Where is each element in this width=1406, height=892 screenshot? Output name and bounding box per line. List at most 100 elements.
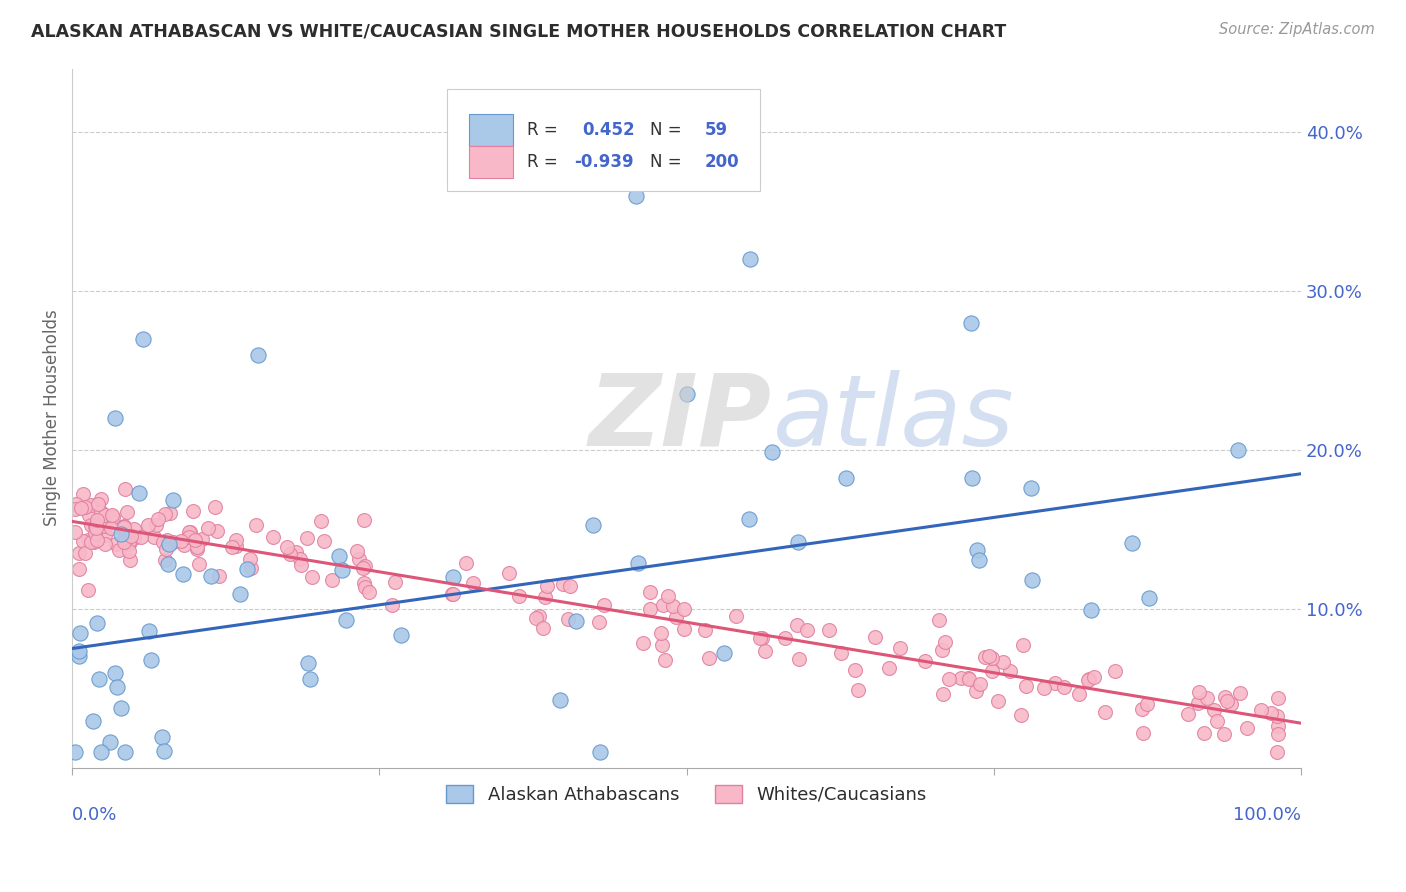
Point: [987, 694, 1010, 708]
Point: [914, 655, 936, 669]
Point: [153, 508, 176, 522]
Point: [830, 646, 852, 660]
Point: [86, 533, 108, 547]
Point: [65, 498, 87, 512]
Point: [177, 524, 200, 539]
Point: [751, 631, 773, 645]
Point: [1229, 686, 1251, 700]
Point: [347, 552, 370, 566]
Point: [170, 534, 193, 549]
Point: [311, 514, 333, 528]
Point: [63, 502, 86, 516]
Point: [1137, 591, 1160, 606]
Point: [67, 644, 90, 658]
Point: [321, 573, 343, 587]
Point: [157, 537, 180, 551]
Point: [276, 540, 298, 554]
Point: [981, 650, 1004, 665]
FancyBboxPatch shape: [470, 113, 513, 145]
Point: [67, 649, 90, 664]
Point: [1021, 573, 1043, 587]
Point: [846, 682, 869, 697]
Point: [1032, 681, 1054, 695]
Point: [94, 537, 117, 551]
Point: [553, 577, 575, 591]
Point: [627, 556, 650, 570]
Text: -0.939: -0.939: [574, 153, 633, 171]
Point: [122, 531, 145, 545]
Point: [105, 680, 128, 694]
Point: [1212, 727, 1234, 741]
Point: [247, 347, 270, 361]
Legend: Alaskan Athabascans, Whites/Caucasians: Alaskan Athabascans, Whites/Caucasians: [439, 777, 935, 811]
Point: [162, 493, 184, 508]
Point: [1043, 676, 1066, 690]
Point: [150, 730, 173, 744]
Point: [965, 684, 987, 698]
Point: [957, 673, 980, 687]
Point: [104, 411, 127, 425]
Y-axis label: Single Mother Households: Single Mother Households: [44, 310, 60, 526]
Point: [650, 626, 672, 640]
Point: [236, 562, 259, 576]
Point: [111, 520, 134, 534]
Point: [928, 613, 950, 627]
Point: [76, 582, 98, 597]
Point: [592, 598, 614, 612]
Point: [72, 487, 94, 501]
Point: [1130, 701, 1153, 715]
Point: [73, 546, 96, 560]
Point: [93, 518, 115, 533]
Point: [200, 569, 222, 583]
Text: 100.0%: 100.0%: [1233, 806, 1301, 824]
Point: [77, 533, 100, 547]
Text: N =: N =: [650, 153, 682, 171]
FancyBboxPatch shape: [470, 146, 513, 178]
Point: [141, 653, 163, 667]
Point: [132, 332, 155, 346]
Point: [346, 544, 368, 558]
Point: [1205, 714, 1227, 728]
Point: [1220, 697, 1243, 711]
Text: 59: 59: [706, 120, 728, 138]
Point: [1132, 726, 1154, 740]
Text: 0.452: 0.452: [582, 120, 636, 138]
Text: Source: ZipAtlas.com: Source: ZipAtlas.com: [1219, 22, 1375, 37]
Point: [83, 525, 105, 540]
Point: [889, 640, 911, 655]
Point: [389, 627, 412, 641]
Point: [87, 497, 110, 511]
Point: [1260, 706, 1282, 721]
Point: [278, 547, 301, 561]
Point: [657, 590, 679, 604]
Point: [157, 558, 180, 572]
Point: [120, 529, 142, 543]
Point: [1010, 708, 1032, 723]
Point: [197, 521, 219, 535]
Point: [1265, 745, 1288, 759]
Point: [993, 655, 1015, 669]
Point: [146, 511, 169, 525]
Point: [155, 553, 177, 567]
Point: [90, 505, 112, 519]
Point: [977, 649, 1000, 664]
Point: [1195, 690, 1218, 705]
Point: [245, 517, 267, 532]
Point: [145, 517, 167, 532]
Point: [740, 252, 762, 267]
Point: [84, 519, 107, 533]
Point: [1188, 684, 1211, 698]
FancyBboxPatch shape: [447, 89, 761, 191]
Text: R =: R =: [527, 120, 558, 138]
Point: [565, 615, 588, 629]
Point: [960, 316, 983, 330]
Point: [673, 601, 696, 615]
Point: [536, 579, 558, 593]
Point: [761, 445, 783, 459]
Point: [117, 536, 139, 550]
Point: [181, 503, 204, 517]
Point: [208, 568, 231, 582]
Point: [676, 386, 699, 401]
Point: [998, 665, 1021, 679]
Point: [1104, 664, 1126, 678]
